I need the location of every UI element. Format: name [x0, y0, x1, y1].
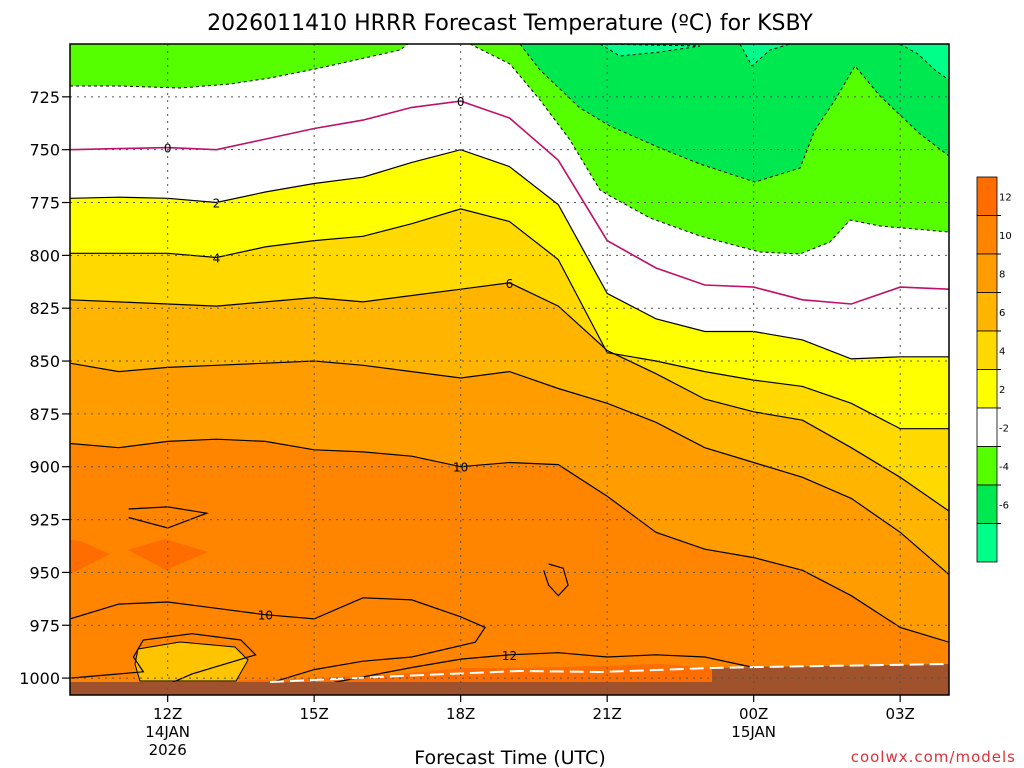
contour-labels: 0 0 2 4 6 10 10 12 [164, 95, 517, 663]
plot-border [69, 43, 950, 696]
contour-6-3 [70, 282, 949, 512]
terrain-right [712, 664, 949, 695]
contour-12-7 [323, 652, 803, 685]
contour-label-4: 6 [506, 277, 514, 291]
band-12-14-left [70, 540, 110, 574]
colorbar-swatch-2 [976, 253, 998, 293]
x-tick-label-1: 15Z [299, 705, 328, 723]
colorbar-swatch-4 [976, 330, 998, 370]
y-tick-label-1000: 1000 [19, 669, 60, 688]
contour-label-0: 0 [164, 142, 172, 156]
x-tick-label-5: 03Z [885, 705, 914, 723]
colorbar-label-8: -6 [999, 500, 1009, 511]
contour-label-3: 4 [213, 251, 221, 265]
y-tick-label-950: 950 [29, 563, 60, 582]
contour-label-1: 0 [457, 95, 465, 109]
x-tick-sublabel-0: 14JAN [145, 723, 190, 741]
y-tick-label-875: 875 [29, 405, 60, 424]
colorbar-label-2: 8 [999, 269, 1005, 280]
contour-label-5: 10 [453, 461, 468, 475]
terrain-edge [269, 663, 949, 683]
colorbar-label-5: 2 [999, 385, 1005, 396]
colorbar-label-6: -2 [999, 423, 1009, 434]
contour-8-4 [70, 360, 949, 575]
colorbar-label-4: 4 [999, 346, 1005, 357]
x-tick-label-2: 18Z [446, 705, 475, 723]
band-minus4-minus2 [70, 44, 409, 89]
contour-lines [70, 100, 949, 685]
y-tick-label-925: 925 [29, 511, 60, 530]
y-tick-label-975: 975 [29, 616, 60, 635]
colorbar-swatch-3 [976, 292, 998, 332]
contour-4-2 [70, 208, 949, 430]
colorbar-swatch-0 [976, 176, 998, 216]
band-12-14-mid [128, 539, 208, 570]
colorbar-swatch-8 [976, 484, 998, 524]
colorbar-swatch-7 [976, 446, 998, 486]
contour-10-9 [543, 563, 569, 597]
contour-0-0 [70, 100, 949, 305]
colorbar-label-7: -4 [999, 462, 1009, 473]
x-tick-label-0: 12Z [153, 705, 182, 723]
contour-2-1 [70, 149, 949, 360]
colorbar-label-0: 12 [999, 192, 1012, 203]
colorbar-swatch-1 [976, 215, 998, 255]
band-8-10-pocket [134, 641, 249, 682]
credit-text: coolwx.com/models [851, 748, 1016, 766]
colorbar-label-3: 6 [999, 308, 1005, 319]
x-tick-label-4: 00Z [739, 705, 768, 723]
y-axis-ticks: 725 750 775 800 825 850 875 900 925 950 975 1000 [19, 88, 70, 688]
x-tick-label-3: 21Z [592, 705, 621, 723]
colorbar-swatch-9 [976, 523, 998, 563]
y-tick-label-900: 900 [29, 458, 60, 477]
x-tick-year-0: 2026 [149, 741, 187, 759]
y-tick-label-725: 725 [29, 88, 60, 107]
plot-area: 0 0 2 4 6 10 10 12 [70, 44, 949, 695]
y-tick-label-825: 825 [29, 299, 60, 318]
band-minus6-minus4 [519, 44, 949, 183]
contour-label-7: 12 [502, 649, 517, 663]
y-tick-label-775: 775 [29, 194, 60, 213]
colorbar-swatch-5 [976, 369, 998, 409]
contour-label-2: 2 [213, 197, 221, 211]
colorbar-swatch-6 [976, 407, 998, 447]
y-tick-label-800: 800 [29, 246, 60, 265]
contour-10-5 [70, 438, 949, 643]
band-below-minus6 [599, 44, 949, 81]
contour-12-8 [128, 506, 210, 529]
y-tick-label-750: 750 [29, 141, 60, 160]
colorbar: 12 10 8 6 4 2 -2 -4 -6 [976, 176, 1012, 563]
y-tick-label-850: 850 [29, 352, 60, 371]
x-tick-sublabel-4: 15JAN [731, 723, 776, 741]
x-axis-title: Forecast Time (UTC) [414, 747, 605, 768]
contour-10-6 [70, 597, 486, 685]
chart-title: 2026011410 HRRR Forecast Temperature (ºC… [207, 11, 813, 36]
contour-label-6: 10 [258, 609, 273, 623]
colorbar-label-1: 10 [999, 231, 1012, 242]
